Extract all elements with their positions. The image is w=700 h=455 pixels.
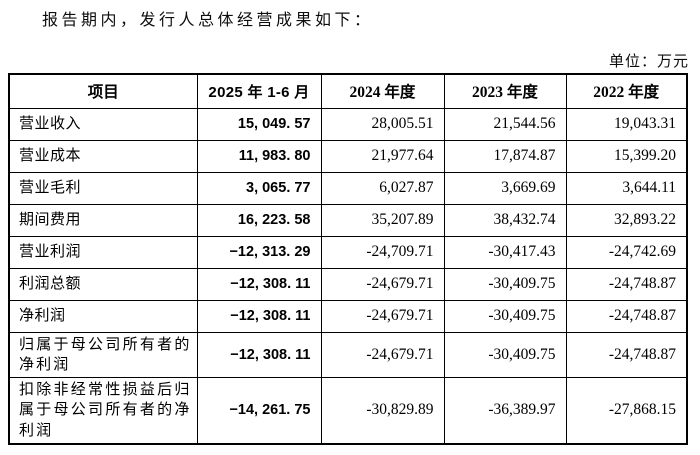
row-label: 净利润 bbox=[8, 299, 198, 333]
cell-2024: -30,829.89 bbox=[320, 376, 445, 445]
cell-2022: 32,893.22 bbox=[565, 203, 688, 237]
row-label: 扣除非经常性损益后归属于母公司所有者的净利润 bbox=[8, 376, 198, 445]
cell-2025-h1: −12, 308. 11 bbox=[196, 267, 322, 301]
cell-2024: -24,709.71 bbox=[320, 235, 445, 269]
cell-2023: -30,409.75 bbox=[443, 331, 567, 378]
row-label: 期间费用 bbox=[8, 203, 198, 237]
cell-2022: 15,399.20 bbox=[565, 139, 688, 173]
cell-2022: -24,748.87 bbox=[565, 267, 688, 301]
table-row-period-expenses: 期间费用 16, 223. 58 35,207.89 38,432.74 32,… bbox=[8, 203, 688, 237]
row-label: 营业利润 bbox=[8, 235, 198, 269]
operating-results-table: 项目 2025 年 1-6 月 2024 年度 2023 年度 2022 年度 … bbox=[8, 73, 688, 445]
cell-2024: 35,207.89 bbox=[320, 203, 445, 237]
cell-2024: 21,977.64 bbox=[320, 139, 445, 173]
table-row-gross-profit: 营业毛利 3, 065. 77 6,027.87 3,669.69 3,644.… bbox=[8, 171, 688, 205]
cell-2025-h1: 16, 223. 58 bbox=[196, 203, 322, 237]
row-label: 利润总额 bbox=[8, 267, 198, 301]
cell-2025-h1: −12, 308. 11 bbox=[196, 299, 322, 333]
cell-2024: 28,005.51 bbox=[320, 107, 445, 141]
cell-2025-h1: 3, 065. 77 bbox=[196, 171, 322, 205]
table-row-total-profit: 利润总额 −12, 308. 11 -24,679.71 -30,409.75 … bbox=[8, 267, 688, 301]
cell-2025-h1: −12, 313. 29 bbox=[196, 235, 322, 269]
cell-2022: -24,748.87 bbox=[565, 331, 688, 378]
cell-2022: -27,868.15 bbox=[565, 376, 688, 445]
cell-2023: -30,409.75 bbox=[443, 267, 567, 301]
row-label: 营业毛利 bbox=[8, 171, 198, 205]
cell-2022: 3,644.11 bbox=[565, 171, 688, 205]
cell-2023: -30,417.43 bbox=[443, 235, 567, 269]
header-item: 项目 bbox=[8, 73, 198, 109]
cell-2025-h1: −12, 308. 11 bbox=[196, 331, 322, 378]
row-label: 营业成本 bbox=[8, 139, 198, 173]
table-row-operating-revenue: 营业收入 15, 049. 57 28,005.51 21,544.56 19,… bbox=[8, 107, 688, 141]
cell-2023: -30,409.75 bbox=[443, 299, 567, 333]
table-row-operating-profit: 营业利润 −12, 313. 29 -24,709.71 -30,417.43 … bbox=[8, 235, 688, 269]
header-2023: 2023 年度 bbox=[443, 73, 567, 109]
table-header-row: 项目 2025 年 1-6 月 2024 年度 2023 年度 2022 年度 bbox=[8, 73, 688, 109]
cell-2022: 19,043.31 bbox=[565, 107, 688, 141]
cell-2024: -24,679.71 bbox=[320, 331, 445, 378]
cell-2023: 3,669.69 bbox=[443, 171, 567, 205]
cell-2024: -24,679.71 bbox=[320, 267, 445, 301]
cell-2023: 38,432.74 bbox=[443, 203, 567, 237]
table-row-operating-cost: 营业成本 11, 983. 80 21,977.64 17,874.87 15,… bbox=[8, 139, 688, 173]
cell-2025-h1: −14, 261. 75 bbox=[196, 376, 322, 445]
cell-2024: -24,679.71 bbox=[320, 299, 445, 333]
cell-2025-h1: 15, 049. 57 bbox=[196, 107, 322, 141]
cell-2022: -24,742.69 bbox=[565, 235, 688, 269]
table-row-net-profit-parent-excl-nonrecurring: 扣除非经常性损益后归属于母公司所有者的净利润 −14, 261. 75 -30,… bbox=[8, 376, 688, 445]
cell-2023: 17,874.87 bbox=[443, 139, 567, 173]
cell-2024: 6,027.87 bbox=[320, 171, 445, 205]
table-row-net-profit-parent: 归属于母公司所有者的净利润 −12, 308. 11 -24,679.71 -3… bbox=[8, 331, 688, 378]
row-label: 营业收入 bbox=[8, 107, 198, 141]
header-2025-h1: 2025 年 1-6 月 bbox=[196, 73, 322, 109]
header-2022: 2022 年度 bbox=[565, 73, 688, 109]
intro-text: 报告期内，发行人总体经营成果如下： bbox=[42, 12, 374, 29]
row-label: 归属于母公司所有者的净利润 bbox=[8, 331, 198, 378]
cell-2023: 21,544.56 bbox=[443, 107, 567, 141]
cell-2023: -36,389.97 bbox=[443, 376, 567, 445]
unit-label: 单位：万元 bbox=[608, 54, 689, 70]
header-2024: 2024 年度 bbox=[320, 73, 445, 109]
cell-2025-h1: 11, 983. 80 bbox=[196, 139, 322, 173]
table-row-net-profit: 净利润 −12, 308. 11 -24,679.71 -30,409.75 -… bbox=[8, 299, 688, 333]
cell-2022: -24,748.87 bbox=[565, 299, 688, 333]
